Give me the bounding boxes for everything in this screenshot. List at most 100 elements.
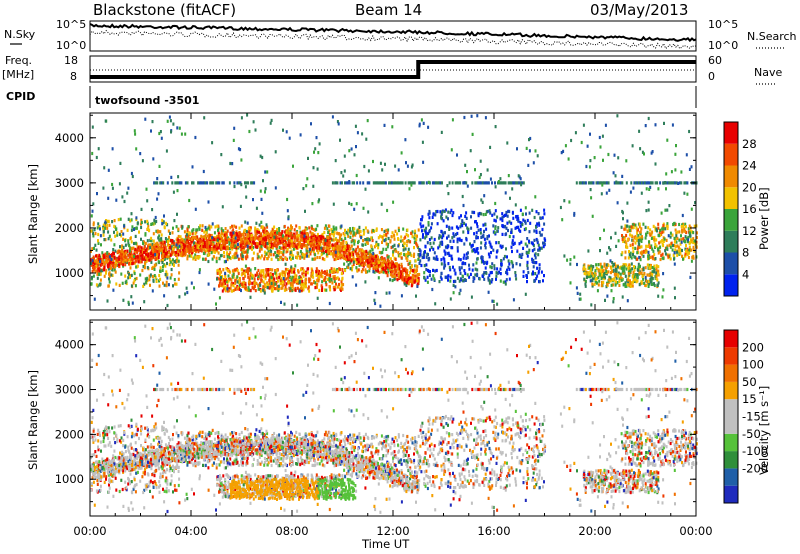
power-cell: [330, 267, 333, 271]
power-cell: [684, 254, 687, 258]
power-cell: [285, 230, 288, 234]
power-cell: [166, 276, 169, 280]
power-cell: [440, 271, 443, 276]
power-cell: [543, 222, 546, 226]
power-cell: [324, 271, 326, 275]
power-cell: [434, 181, 437, 185]
power-cell: [655, 244, 658, 248]
power-cell: [270, 249, 273, 253]
power-cell: [671, 123, 674, 127]
power-cell: [578, 181, 581, 185]
power-cell: [103, 274, 106, 278]
power-cell: [434, 257, 437, 261]
power-cell: [636, 251, 639, 255]
power-cell: [299, 133, 302, 137]
power-cell: [666, 224, 669, 228]
power-cell: [256, 230, 259, 234]
power-cell: [657, 281, 660, 285]
power-cell: [341, 271, 343, 276]
power-cell: [90, 258, 93, 262]
power-cell: [93, 257, 95, 261]
power-cell: [343, 246, 346, 250]
power-cell: [427, 125, 430, 129]
power-cell: [170, 267, 173, 272]
power-cell: [492, 299, 495, 303]
power-cell: [362, 232, 365, 236]
power-cell: [200, 181, 203, 185]
power-cell: [476, 222, 478, 226]
power-cell: [311, 271, 314, 275]
power-cell: [299, 268, 302, 272]
power-cell: [466, 226, 469, 230]
power-cell: [197, 243, 200, 247]
power-cell: [265, 234, 268, 238]
power-cell: [144, 232, 147, 236]
power-cell: [203, 230, 206, 234]
power-cell: [687, 238, 690, 242]
power-cell: [424, 244, 427, 248]
power-cell: [306, 246, 309, 250]
power-cell: [237, 271, 240, 275]
power-cell: [475, 181, 478, 185]
power-cell: [687, 251, 690, 255]
power-cell: [293, 241, 296, 245]
power-cell: [248, 229, 251, 233]
power-cell: [467, 227, 470, 231]
power-cell: [679, 242, 682, 246]
power-cell: [251, 276, 254, 280]
power-cell: [254, 289, 257, 293]
power-cell: [353, 242, 356, 246]
power-cell: [573, 211, 576, 216]
power-cell: [152, 232, 155, 236]
power-cell: [307, 287, 310, 291]
power-cell: [122, 237, 125, 241]
power-cell: [169, 253, 172, 257]
power-cell: [261, 155, 264, 160]
power-cell: [270, 233, 273, 237]
power-cell: [247, 234, 250, 238]
power-cell: [516, 249, 519, 253]
power-cell: [195, 228, 198, 232]
power-cell: [413, 270, 416, 274]
power-cell: [615, 180, 618, 184]
power-cell: [535, 230, 538, 234]
power-cell: [647, 200, 650, 204]
power-cell: [375, 268, 378, 272]
power-cell: [248, 278, 251, 282]
power-cell: [186, 257, 189, 261]
power-cell: [418, 181, 421, 185]
power-cell: [133, 254, 136, 258]
power-cell: [383, 238, 386, 243]
power-cell: [94, 259, 96, 263]
power-cell: [336, 276, 339, 280]
power-cell: [341, 287, 344, 291]
power-cell: [355, 260, 358, 264]
power-cell: [174, 181, 177, 185]
power-cell: [188, 254, 191, 258]
power-cell: [279, 281, 282, 285]
power-cell: [400, 262, 403, 266]
power-cell: [289, 235, 292, 240]
power-cell: [441, 236, 444, 240]
power-cell: [220, 227, 223, 231]
power-cell: [219, 273, 221, 277]
power-cell: [234, 244, 237, 248]
power-cell: [528, 211, 531, 215]
power-cell: [359, 258, 362, 262]
power-cell: [180, 251, 183, 255]
power-cell: [299, 242, 301, 246]
power-cell: [292, 247, 295, 251]
power-cell: [373, 263, 376, 268]
power-cell: [191, 181, 193, 185]
power-cell: [316, 255, 319, 260]
power-cell: [648, 232, 651, 236]
power-cell: [662, 230, 665, 234]
power-cell: [258, 249, 261, 253]
power-cell: [408, 187, 411, 191]
power-cell: [131, 301, 134, 305]
power-cell: [422, 233, 424, 237]
power-cell: [177, 277, 180, 281]
power-cell: [397, 226, 400, 230]
power-cell: [512, 242, 515, 246]
power-cell: [336, 239, 339, 243]
